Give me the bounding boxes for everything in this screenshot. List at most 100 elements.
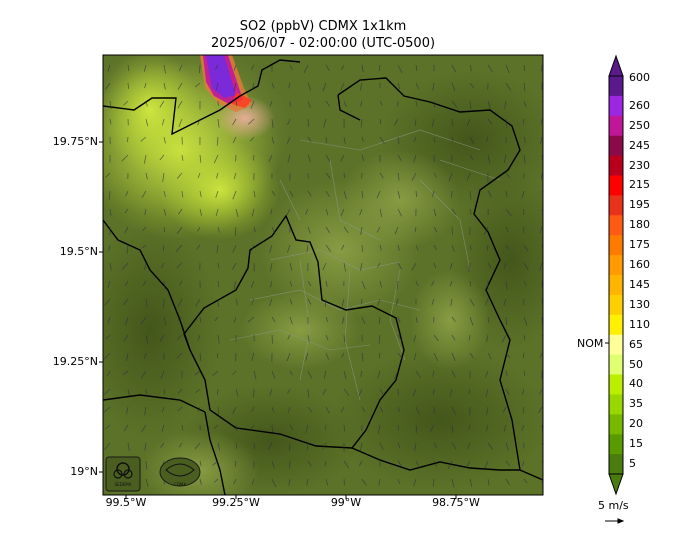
wind-arrow bbox=[341, 316, 345, 324]
wind-arrow bbox=[233, 82, 237, 92]
wind-arrow bbox=[307, 82, 312, 91]
wind-arrow bbox=[360, 118, 363, 128]
wind-arrow bbox=[176, 262, 183, 269]
wind-arrow bbox=[360, 262, 363, 271]
wind-arrow bbox=[104, 442, 111, 451]
lon-tick-label: 99.25°W bbox=[212, 496, 260, 509]
wind-arrow bbox=[145, 334, 149, 344]
colorbar-label: 180 bbox=[629, 218, 650, 232]
wind-arrow bbox=[523, 136, 526, 143]
wind-arrow bbox=[141, 424, 147, 433]
wind-arrow bbox=[287, 406, 291, 413]
wind-arrow bbox=[287, 244, 291, 253]
wind-arrow bbox=[451, 100, 458, 108]
wind-arrow bbox=[469, 100, 472, 109]
colorbar-segment bbox=[609, 374, 623, 395]
wind-arrow bbox=[235, 388, 239, 397]
wind-arrow bbox=[343, 388, 350, 396]
colorbar-segment bbox=[609, 195, 623, 216]
wind-arrow bbox=[450, 298, 453, 307]
wind-arrow bbox=[360, 100, 363, 107]
colorbar-segment bbox=[609, 95, 623, 117]
wind-arrow bbox=[451, 352, 456, 362]
colorbar bbox=[605, 54, 624, 496]
wind-arrow bbox=[307, 388, 310, 398]
wind-arrow bbox=[523, 154, 526, 164]
wind-arrow bbox=[466, 172, 471, 181]
wind-arrow bbox=[361, 190, 364, 199]
wind-arrow bbox=[505, 460, 511, 467]
wind-arrow bbox=[126, 244, 129, 254]
wind-arrow bbox=[379, 388, 384, 395]
wind-arrow bbox=[487, 262, 492, 269]
wind-arrow bbox=[271, 406, 275, 413]
wind-arrow bbox=[325, 334, 329, 341]
wind-arrow bbox=[361, 280, 366, 290]
svg-text:SEDEMA: SEDEMA bbox=[115, 482, 132, 487]
wind-arrow bbox=[176, 352, 183, 359]
wind-arrow bbox=[307, 100, 311, 108]
wind-arrow bbox=[377, 298, 381, 306]
wind-arrow bbox=[415, 100, 418, 107]
wind-arrow bbox=[541, 442, 543, 447]
wind-arrow bbox=[109, 208, 112, 216]
wind-arrow bbox=[521, 388, 525, 395]
wind-arrow bbox=[451, 136, 454, 143]
wind-arrow bbox=[379, 442, 384, 451]
lat-tick-label: 19.25°N bbox=[52, 355, 98, 368]
wind-arrow bbox=[269, 100, 273, 107]
wind-arrow bbox=[163, 316, 167, 326]
wind-arrow bbox=[485, 424, 489, 432]
wind-arrow bbox=[104, 298, 111, 306]
wind-arrow bbox=[539, 262, 543, 271]
wind-arrow bbox=[415, 244, 419, 251]
colorbar-segment bbox=[609, 175, 623, 196]
wind-arrow bbox=[179, 280, 183, 286]
colorbar-label: 130 bbox=[629, 297, 650, 311]
wind-arrow bbox=[287, 154, 291, 163]
nom-label: NOM bbox=[577, 337, 604, 350]
wind-arrow bbox=[163, 226, 165, 233]
wind-arrow bbox=[433, 172, 437, 178]
wind-arrow bbox=[305, 352, 309, 361]
wind-arrow bbox=[322, 442, 327, 450]
wind-arrow bbox=[501, 334, 507, 343]
colorbar-segment bbox=[609, 334, 623, 356]
wind-arrow bbox=[541, 172, 543, 180]
wind-arrow bbox=[505, 190, 508, 197]
wind-arrow bbox=[253, 442, 256, 450]
wind-arrow bbox=[232, 244, 237, 253]
wind-arrow bbox=[484, 460, 489, 469]
wind-arrow bbox=[103, 388, 111, 395]
map-area bbox=[103, 55, 543, 495]
wind-arrow bbox=[341, 352, 345, 358]
wind-arrow bbox=[397, 334, 403, 342]
wind-arrow bbox=[504, 100, 507, 109]
wind-arrow bbox=[468, 334, 471, 341]
wind-arrow bbox=[181, 424, 184, 431]
wind-arrow bbox=[271, 226, 276, 234]
wind-arrow bbox=[469, 298, 475, 307]
wind-arrow bbox=[105, 82, 111, 90]
colorbar-segment bbox=[609, 354, 623, 375]
wind-arrow bbox=[271, 190, 276, 196]
wind-arrow bbox=[343, 370, 347, 380]
lat-tick-label: 19.75°N bbox=[52, 135, 98, 148]
wind-arrow bbox=[361, 136, 364, 143]
wind-arrow bbox=[468, 262, 471, 272]
wind-arrow bbox=[503, 154, 507, 164]
wind-arrow bbox=[199, 154, 202, 163]
wind-arrow bbox=[451, 334, 456, 341]
wind-arrow bbox=[307, 280, 312, 287]
wind-arrow bbox=[215, 82, 219, 90]
wind-arrow bbox=[343, 100, 347, 107]
wind-arrow bbox=[393, 370, 399, 380]
wind-arrow bbox=[145, 388, 148, 397]
wind-arrow bbox=[123, 334, 129, 342]
wind-arrow bbox=[361, 244, 364, 252]
wind-arrow bbox=[142, 226, 147, 232]
wind-arrow bbox=[540, 136, 543, 144]
wind-arrow bbox=[325, 208, 329, 216]
colorbar-segment bbox=[609, 294, 623, 316]
wind-arrow bbox=[523, 316, 528, 326]
